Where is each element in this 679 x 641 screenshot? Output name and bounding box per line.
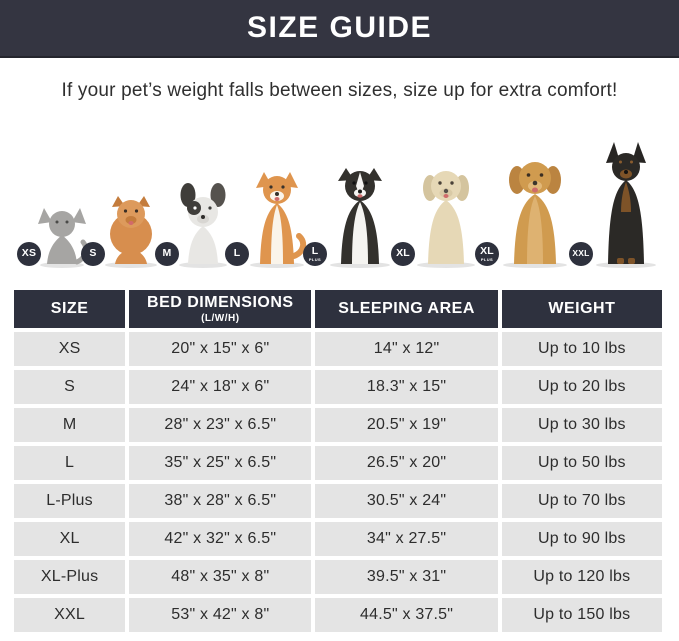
- table-cell: 44.5" x 37.5": [315, 598, 498, 632]
- size-badge-l: L: [225, 242, 249, 266]
- table-cell: Up to 90 lbs: [501, 522, 662, 556]
- table-cell: 39.5" x 31": [315, 560, 498, 594]
- size-badge-xl: XL: [391, 242, 415, 266]
- table-cell: Up to 30 lbs: [501, 408, 662, 442]
- size-badge-sublabel: PLUS: [480, 256, 494, 262]
- animal-golden-retriever: XL PLUS: [475, 150, 582, 268]
- size-badge-label: S: [89, 247, 97, 260]
- table-cell: 20.5" x 19": [315, 408, 498, 442]
- size-badge-s: S: [81, 242, 105, 266]
- column-header-label: WEIGHT: [548, 300, 616, 317]
- column-header-weight: WEIGHT: [501, 290, 662, 328]
- table-cell: 18.3" x 15": [315, 370, 498, 404]
- size-cell: L-Plus: [14, 484, 126, 518]
- column-header-size: SIZE: [14, 290, 126, 328]
- animal-cat: XS: [17, 200, 94, 268]
- doberman-illustration: [596, 142, 656, 268]
- french-bulldog-illustration: [179, 183, 227, 268]
- size-badge-xxl: XXL: [569, 242, 593, 266]
- size-badge-l-plus: L PLUS: [303, 242, 327, 266]
- size-table: SIZE BED DIMENSIONS (L/W/H) SLEEPING ARE…: [14, 290, 662, 632]
- table-cell: Up to 150 lbs: [501, 598, 662, 632]
- size-cell: XL-Plus: [14, 560, 126, 594]
- table-cell: 42" x 32" x 6.5": [129, 522, 312, 556]
- size-cell: XL: [14, 522, 126, 556]
- border-collie-illustration: [330, 168, 390, 268]
- table-cell: 30.5" x 24": [315, 484, 498, 518]
- animal-doberman: XXL: [569, 140, 670, 268]
- subtitle: If your pet’s weight falls between sizes…: [61, 80, 618, 101]
- table-cell: 38" x 28" x 6.5": [129, 484, 312, 518]
- column-header-bed-dimensions: BED DIMENSIONS (L/W/H): [129, 290, 312, 328]
- size-cell: XXL: [14, 598, 126, 632]
- golden-retriever-illustration: [503, 162, 567, 268]
- shiba-inu-illustration: [250, 172, 307, 268]
- column-header-label: BED DIMENSIONS: [147, 294, 294, 311]
- size-cell: L: [14, 446, 126, 480]
- column-header-sleeping-area: SLEEPING AREA: [315, 290, 498, 328]
- labrador-illustration: [417, 171, 475, 268]
- size-badge-label: L: [311, 245, 319, 258]
- column-header-label: SLEEPING AREA: [338, 300, 475, 317]
- table-cell: Up to 70 lbs: [501, 484, 662, 518]
- pomeranian-illustration: [105, 196, 157, 268]
- animal-labrador: XL: [391, 160, 488, 268]
- column-header-sublabel: (L/W/H): [201, 313, 240, 324]
- table-cell: 24" x 18" x 6": [129, 370, 312, 404]
- size-badge-label: M: [162, 247, 172, 260]
- table-cell: 20" x 15" x 6": [129, 332, 312, 366]
- size-badge-m: M: [155, 242, 179, 266]
- size-badge-label: XXL: [572, 248, 590, 259]
- size-badge-xl-plus: XL PLUS: [475, 242, 499, 266]
- table-cell: 48" x 35" x 8": [129, 560, 312, 594]
- animal-shiba-inu: L: [225, 168, 316, 268]
- table-cell: Up to 10 lbs: [501, 332, 662, 366]
- page-title: SIZE GUIDE: [246, 11, 433, 44]
- table-cell: 35" x 25" x 6.5": [129, 446, 312, 480]
- size-cell: M: [14, 408, 126, 442]
- pet-size-lineup: XS S: [0, 110, 679, 268]
- size-badge-sublabel: PLUS: [308, 256, 322, 262]
- size-badge-label: XS: [21, 247, 37, 260]
- size-badge-label: XL: [396, 247, 410, 260]
- banner: SIZE GUIDE: [0, 0, 679, 58]
- animal-border-collie: L PLUS: [303, 162, 404, 268]
- table-cell: 53" x 42" x 8": [129, 598, 312, 632]
- table-cell: 34" x 27.5": [315, 522, 498, 556]
- size-badge-label: L: [233, 247, 241, 260]
- animal-pomeranian: S: [81, 188, 168, 268]
- animal-french-bulldog: M: [155, 180, 238, 268]
- size-cell: XS: [14, 332, 126, 366]
- size-badge-label: XL: [480, 245, 494, 258]
- column-header-label: SIZE: [50, 300, 89, 317]
- table-cell: 28" x 23" x 6.5": [129, 408, 312, 442]
- table-cell: Up to 20 lbs: [501, 370, 662, 404]
- size-badge-xs: XS: [17, 242, 41, 266]
- size-cell: S: [14, 370, 126, 404]
- table-cell: 14" x 12": [315, 332, 498, 366]
- table-cell: Up to 120 lbs: [501, 560, 662, 594]
- table-cell: 26.5" x 20": [315, 446, 498, 480]
- table-cell: Up to 50 lbs: [501, 446, 662, 480]
